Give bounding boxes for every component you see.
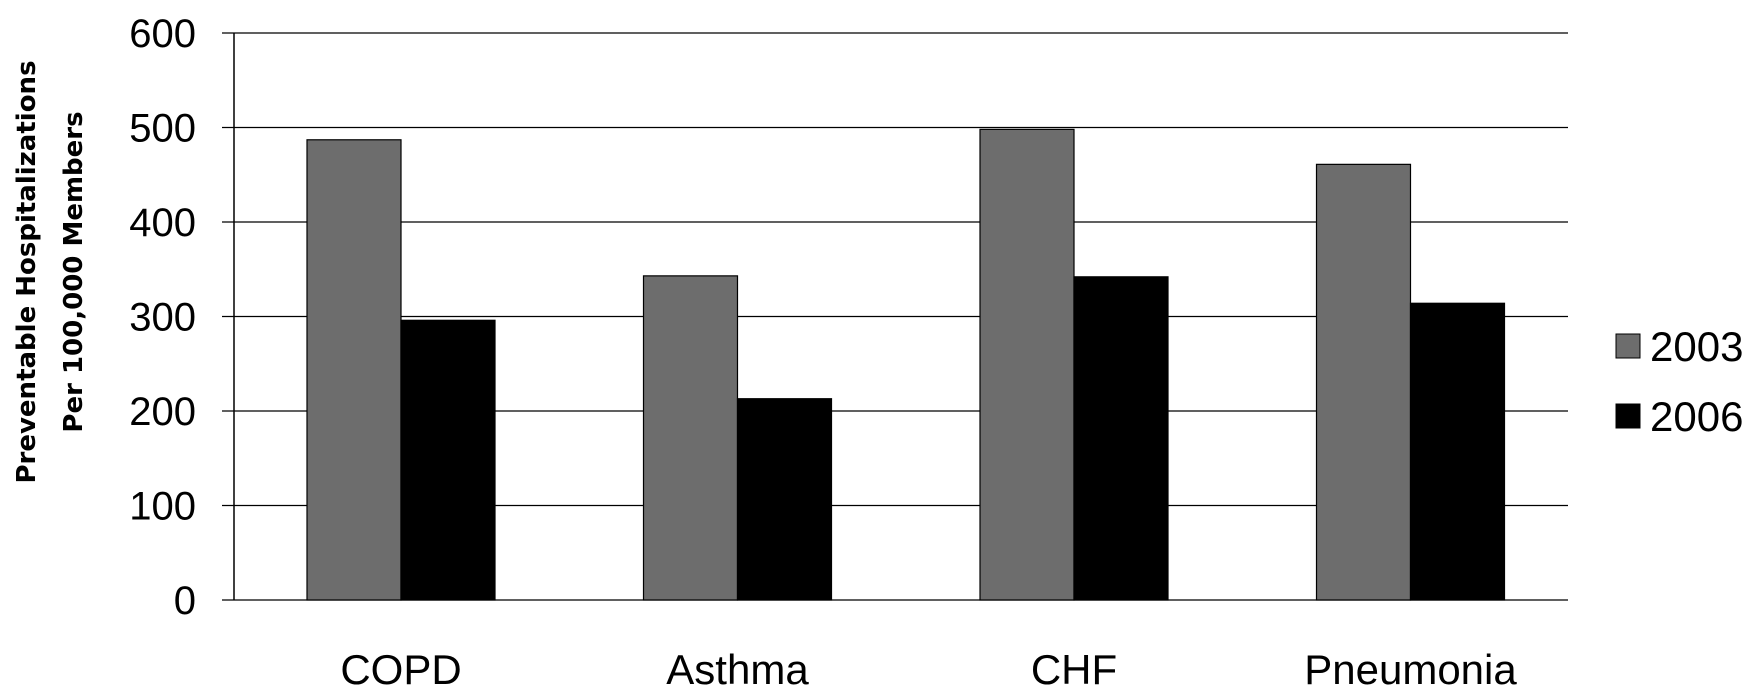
y-axis-ticks: 0 100 200 300 400 500 600 bbox=[129, 12, 196, 623]
y-tick-label: 300 bbox=[129, 296, 196, 340]
x-category-label: Asthma bbox=[666, 646, 809, 689]
y-tick-label: 0 bbox=[174, 579, 196, 623]
bar-pneumonia-2006 bbox=[1409, 302, 1506, 601]
legend-swatch-2003 bbox=[1615, 333, 1641, 359]
x-axis-labels: COPD Asthma CHF Pneumonia bbox=[340, 646, 1517, 689]
y-axis-title-line-2: Per 100,000 Members bbox=[59, 111, 89, 432]
bar-copd-2003 bbox=[306, 139, 402, 601]
bar-pneumonia-2003 bbox=[1315, 163, 1412, 601]
legend-label-2006: 2006 bbox=[1650, 393, 1743, 440]
legend-swatch-2006 bbox=[1615, 403, 1641, 429]
x-category-label: Pneumonia bbox=[1304, 646, 1517, 689]
y-tick-label: 400 bbox=[129, 201, 196, 245]
legend-label-2003: 2003 bbox=[1650, 323, 1743, 370]
bar-asthma-2006 bbox=[736, 398, 833, 601]
legend: 2003 2006 bbox=[1615, 323, 1743, 440]
y-axis-title-line-1: Preventable Hospitalizations bbox=[12, 60, 42, 483]
bars bbox=[306, 128, 1506, 601]
y-tick-label: 600 bbox=[129, 12, 196, 56]
y-tick-label: 200 bbox=[129, 390, 196, 434]
x-category-label: COPD bbox=[340, 646, 461, 689]
x-category-label: CHF bbox=[1031, 646, 1117, 689]
bar-asthma-2003 bbox=[642, 275, 739, 601]
y-tick-label: 100 bbox=[129, 485, 196, 529]
y-tick-label: 500 bbox=[129, 107, 196, 151]
bar-chf-2006 bbox=[1073, 276, 1169, 601]
bar-copd-2006 bbox=[400, 319, 496, 601]
bar-chf-2003 bbox=[979, 128, 1075, 601]
